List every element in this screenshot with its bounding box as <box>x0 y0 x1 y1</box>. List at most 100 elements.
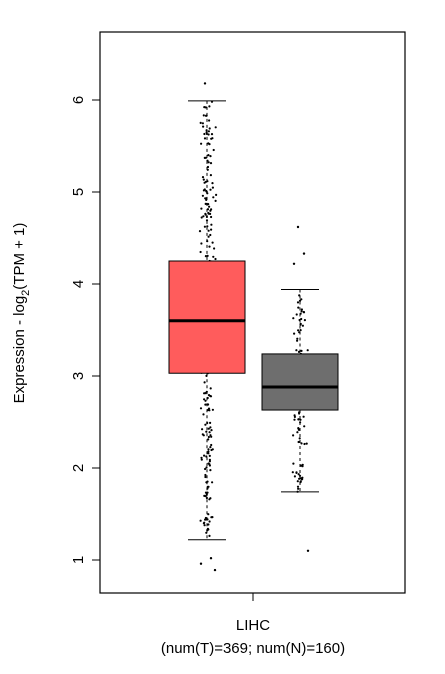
data-point-T <box>209 387 212 390</box>
outlier-point-T <box>209 557 213 560</box>
data-point-T <box>205 430 208 433</box>
data-point-N <box>300 298 303 301</box>
y-axis: 1 2 3 4 5 6 <box>70 96 254 601</box>
data-point-N <box>295 471 298 474</box>
data-point-N <box>301 324 304 327</box>
data-point-T <box>203 454 206 457</box>
data-point-T <box>203 398 206 401</box>
data-point-N <box>296 485 300 488</box>
data-point-T <box>206 254 209 257</box>
data-point-T <box>207 452 210 455</box>
data-point-T <box>204 197 207 200</box>
data-point-T <box>207 448 210 451</box>
data-point-N <box>299 418 302 421</box>
data-point-N <box>293 418 296 421</box>
data-point-T <box>208 409 211 412</box>
data-point-T <box>212 148 215 152</box>
data-point-T <box>202 413 205 416</box>
data-point-T <box>209 209 212 212</box>
data-point-T <box>203 137 207 140</box>
outlier-point-T <box>199 562 203 565</box>
data-point-T <box>211 481 214 484</box>
data-point-N <box>297 440 300 444</box>
data-point-T <box>204 495 207 498</box>
data-point-T <box>199 121 202 124</box>
data-point-N <box>293 475 296 478</box>
data-point-N <box>292 317 295 320</box>
data-point-T <box>214 126 217 129</box>
data-point-T <box>210 516 213 519</box>
data-point-N <box>298 437 301 440</box>
data-point-T <box>205 129 208 132</box>
data-point-T <box>210 223 213 226</box>
data-point-T <box>200 458 203 461</box>
data-point-N <box>303 425 306 428</box>
data-point-N <box>297 428 300 431</box>
outlier-point-N <box>302 252 306 255</box>
data-point-T <box>204 202 207 205</box>
data-point-T <box>207 513 210 516</box>
data-point-N <box>297 473 300 476</box>
data-point-N <box>295 349 298 352</box>
outlier-point-N <box>296 225 300 229</box>
data-point-T <box>204 475 207 479</box>
data-point-T <box>208 143 211 146</box>
data-point-N <box>293 415 296 418</box>
data-point-T <box>204 212 207 215</box>
data-point-T <box>207 203 210 206</box>
data-point-N <box>297 427 300 430</box>
data-point-T <box>208 127 211 130</box>
data-point-T <box>208 464 211 467</box>
y-tick-label: 2 <box>70 464 87 472</box>
boxes-layer <box>168 100 339 541</box>
data-point-T <box>205 219 209 222</box>
data-point-N <box>300 317 303 321</box>
y-tick-label: 3 <box>70 372 87 380</box>
data-point-T <box>209 174 212 177</box>
data-point-T <box>210 215 213 219</box>
data-point-T <box>207 435 210 439</box>
x-category-note: (num(T)=369; num(N)=160) <box>161 640 345 657</box>
data-point-N <box>296 337 299 340</box>
data-point-T <box>212 196 215 199</box>
box-N <box>261 289 339 493</box>
data-point-N <box>297 487 300 490</box>
data-point-T <box>203 188 206 191</box>
data-point-N <box>302 311 306 314</box>
box-iqr-T <box>168 260 246 374</box>
data-point-T <box>203 156 206 159</box>
data-point-T <box>214 199 217 202</box>
data-point-T <box>200 456 203 459</box>
data-point-T <box>204 467 207 471</box>
data-point-T <box>212 255 215 258</box>
data-point-N <box>296 431 299 434</box>
data-point-T <box>207 235 210 238</box>
data-point-T <box>198 230 202 233</box>
data-point-T <box>209 446 212 449</box>
y-axis-label-prefix: Expression - log <box>11 296 28 404</box>
x-category-label: LIHC <box>236 617 270 634</box>
data-point-N <box>300 442 303 445</box>
data-point-T <box>199 250 202 254</box>
data-point-N <box>306 349 309 352</box>
data-point-N <box>296 339 299 342</box>
data-point-T <box>208 245 211 248</box>
data-point-T <box>202 434 205 437</box>
data-point-T <box>209 497 212 500</box>
data-point-T <box>204 518 207 521</box>
data-point-T <box>210 137 213 140</box>
data-point-T <box>205 496 208 500</box>
data-point-T <box>204 423 207 426</box>
data-point-T <box>211 182 214 185</box>
data-point-T <box>207 154 210 157</box>
data-point-N <box>296 301 300 304</box>
data-point-T <box>206 225 209 228</box>
y-axis-label: Expression - log2(TPM + 1) <box>11 223 32 404</box>
data-point-T <box>210 448 213 452</box>
data-point-T <box>210 443 213 447</box>
data-point-T <box>208 458 211 461</box>
data-point-T <box>205 531 208 534</box>
data-point-T <box>208 534 211 538</box>
data-point-T <box>204 399 207 402</box>
data-point-T <box>207 438 210 441</box>
